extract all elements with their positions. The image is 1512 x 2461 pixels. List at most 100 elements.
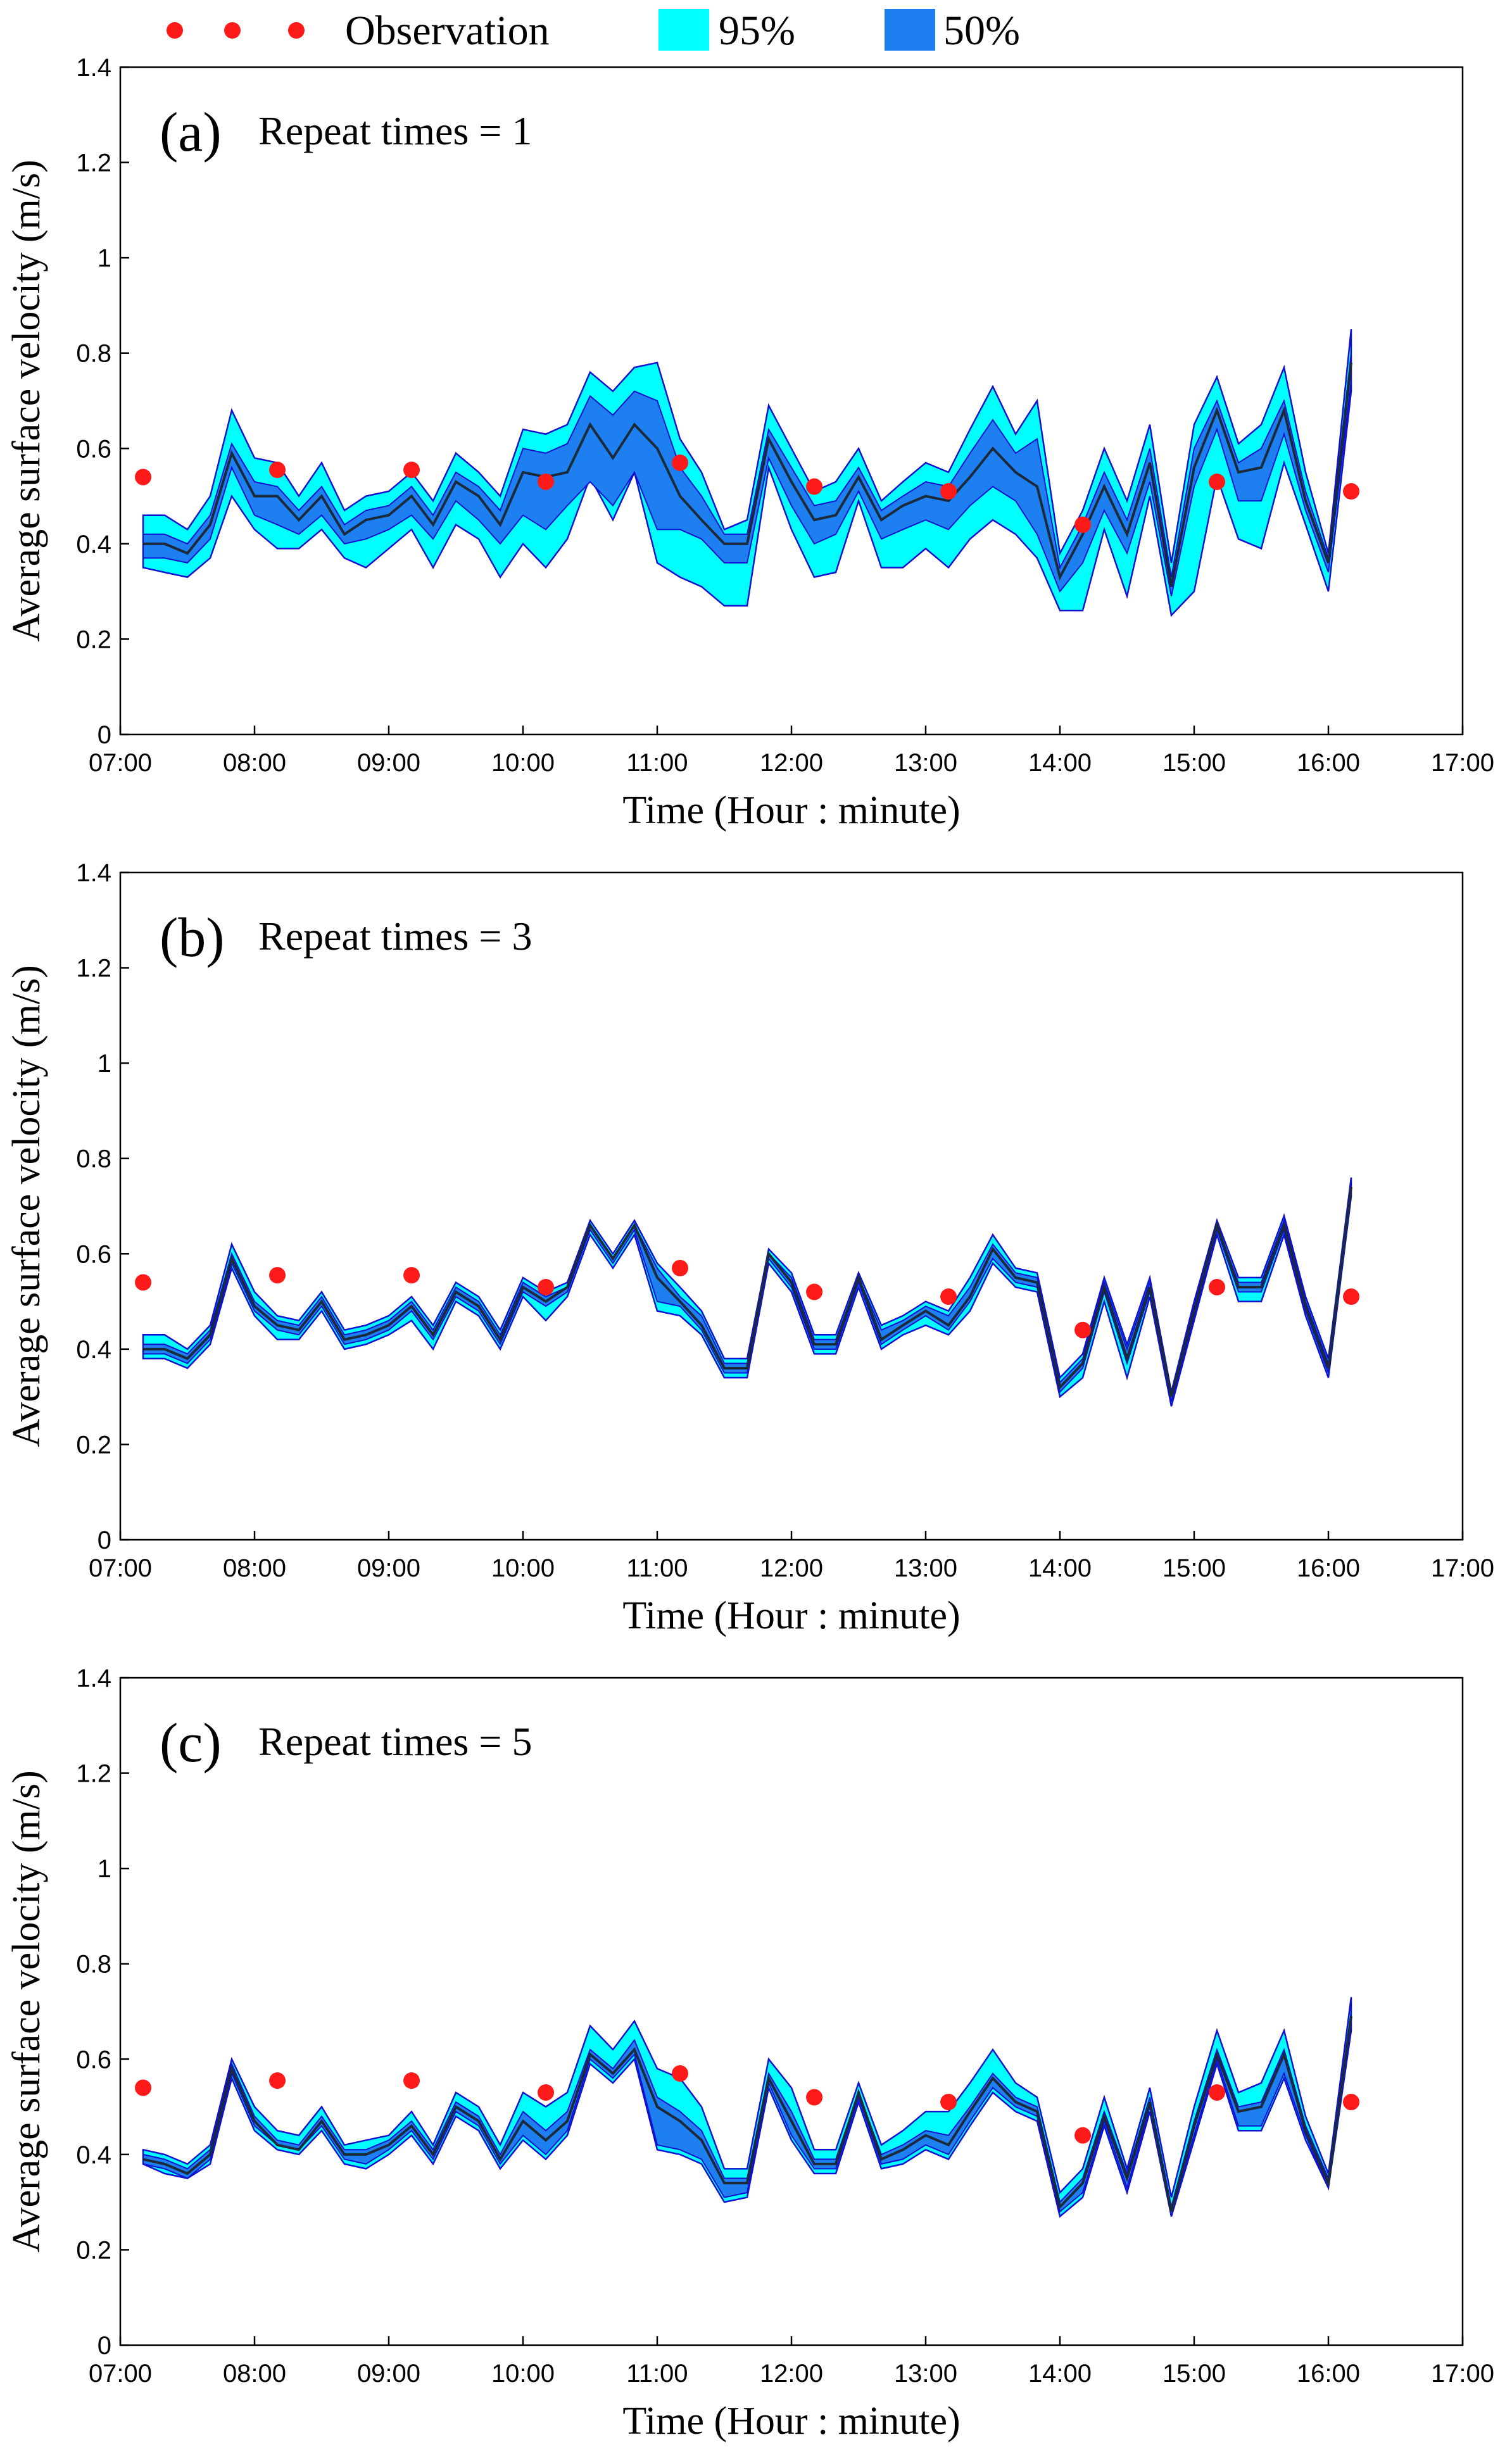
observation-point — [403, 1267, 420, 1284]
observation-point — [269, 462, 286, 479]
x-tick-label: 17:00 — [1431, 749, 1494, 777]
y-tick-label: 0 — [98, 1526, 111, 1554]
x-tick-label: 11:00 — [626, 1554, 688, 1582]
legend-observation-dot — [167, 22, 183, 39]
legend: Observation 95% 50% — [167, 8, 1020, 54]
x-tick-label: 08:00 — [223, 1554, 286, 1582]
x-tick-label: 08:00 — [223, 2360, 286, 2388]
x-tick-label: 12:00 — [760, 749, 823, 777]
x-tick-label: 13:00 — [894, 1554, 957, 1582]
y-tick-label: 0.4 — [76, 531, 111, 558]
x-tick-label: 08:00 — [223, 749, 286, 777]
y-tick-label: 1.4 — [76, 54, 111, 82]
y-tick-label: 0.6 — [76, 435, 111, 463]
x-tick-label: 15:00 — [1162, 2360, 1226, 2388]
observation-point — [940, 1288, 957, 1306]
y-tick-label: 0.8 — [76, 340, 111, 368]
x-tick-label: 16:00 — [1297, 1554, 1360, 1582]
x-tick-label: 09:00 — [357, 1554, 420, 1582]
x-tick-label: 11:00 — [626, 749, 688, 777]
x-tick-label: 07:00 — [89, 1554, 152, 1582]
x-tick-label: 13:00 — [894, 2360, 957, 2388]
x-tick-label: 17:00 — [1431, 1554, 1494, 1582]
observation-point — [672, 1259, 689, 1276]
x-tick-label: 14:00 — [1028, 2360, 1092, 2388]
y-axis-title: Average surface velocity (m/s) — [5, 1770, 48, 2252]
y-tick-label: 0 — [98, 2332, 111, 2360]
x-axis-title: Time (Hour : minute) — [622, 789, 960, 832]
y-tick-label: 0.2 — [76, 2236, 111, 2264]
plot-frame — [119, 871, 1464, 1541]
legend-95-label: 95% — [719, 8, 795, 54]
observation-point — [1343, 1288, 1360, 1306]
panel-c: 0 0.2 0.4 0.6 0.8 1 1.2 1.4 07:00 08:00 09:00 10:00… — [5, 1665, 1494, 2443]
panel-tag: (c) — [160, 1713, 222, 1774]
y-tick-label: 1.4 — [76, 859, 111, 887]
observation-point — [135, 1274, 152, 1291]
median-line — [143, 1186, 1352, 1397]
panel-tag: (a) — [160, 102, 222, 163]
panel-a: 0 0.2 0.4 0.6 0.8 1 1.2 1.4 07:00 08:00 09:00 10:00… — [5, 54, 1494, 832]
observation-point — [806, 2089, 823, 2106]
observation-point — [940, 483, 957, 500]
y-tick-label: 0.4 — [76, 2141, 111, 2169]
y-tick-label: 0.8 — [76, 1951, 111, 1979]
x-tick-label: 07:00 — [89, 749, 152, 777]
x-axis-title: Time (Hour : minute) — [622, 1594, 960, 1637]
plot-frame — [119, 1677, 1464, 2346]
median-line — [143, 362, 1352, 587]
y-tick-label: 1.2 — [76, 1760, 111, 1788]
x-tick-label: 15:00 — [1162, 1554, 1226, 1582]
observation-point — [403, 2072, 420, 2089]
y-tick-label: 0.8 — [76, 1145, 111, 1173]
x-tick-label: 14:00 — [1028, 749, 1092, 777]
y-tick-label: 1.4 — [76, 1665, 111, 1692]
x-tick-label: 09:00 — [357, 2360, 420, 2388]
observation-point — [1209, 2084, 1226, 2101]
x-tick-label: 16:00 — [1297, 2360, 1360, 2388]
observation-point — [672, 2065, 689, 2082]
x-tick-label: 15:00 — [1162, 749, 1226, 777]
observation-point — [269, 2072, 286, 2089]
legend-50-swatch — [885, 9, 935, 51]
observation-point — [538, 2084, 555, 2101]
y-axis-title: Average surface velocity (m/s) — [5, 965, 48, 1447]
plot-frame — [119, 66, 1464, 736]
observation-point — [1074, 2127, 1092, 2144]
observation-point — [1074, 516, 1092, 533]
observation-point — [135, 2079, 152, 2096]
y-tick-label: 1.2 — [76, 955, 111, 983]
x-tick-label: 11:00 — [626, 2360, 688, 2388]
observation-point — [135, 469, 152, 486]
x-tick-label: 13:00 — [894, 749, 957, 777]
observation-point — [1074, 1321, 1092, 1338]
x-axis-title: Time (Hour : minute) — [622, 2400, 960, 2443]
y-tick-label: 0.2 — [76, 626, 111, 653]
y-tick-label: 1 — [98, 244, 111, 272]
y-tick-label: 0.4 — [76, 1336, 111, 1364]
panels: 0 0.2 0.4 0.6 0.8 1 1.2 1.4 07:00 08:00 09:00 10:00… — [5, 54, 1494, 2443]
x-tick-label: 10:00 — [491, 749, 555, 777]
panel-b: 0 0.2 0.4 0.6 0.8 1 1.2 1.4 07:00 08:00 09:00 10:00… — [5, 859, 1494, 1637]
x-tick-label: 09:00 — [357, 749, 420, 777]
panel-title: Repeat times = 5 — [258, 1719, 532, 1764]
y-tick-label: 1.2 — [76, 149, 111, 177]
observation-point — [806, 478, 823, 495]
x-tick-label: 16:00 — [1297, 749, 1360, 777]
y-tick-label: 1 — [98, 1050, 111, 1078]
y-tick-label: 0.6 — [76, 1240, 111, 1268]
y-tick-label: 0 — [98, 721, 111, 749]
observation-point — [403, 462, 420, 479]
y-axis-title: Average surface velocity (m/s) — [5, 160, 48, 641]
x-tick-label: 10:00 — [491, 2360, 555, 2388]
observation-point — [1343, 483, 1360, 500]
legend-95-swatch — [658, 9, 709, 51]
observation-point — [269, 1267, 286, 1284]
y-tick-label: 1 — [98, 1855, 111, 1883]
legend-observation-dot — [224, 22, 241, 39]
panel-title: Repeat times = 1 — [258, 108, 532, 153]
observation-point — [672, 454, 689, 471]
x-tick-label: 07:00 — [89, 2360, 152, 2388]
observation-point — [1209, 1278, 1226, 1295]
